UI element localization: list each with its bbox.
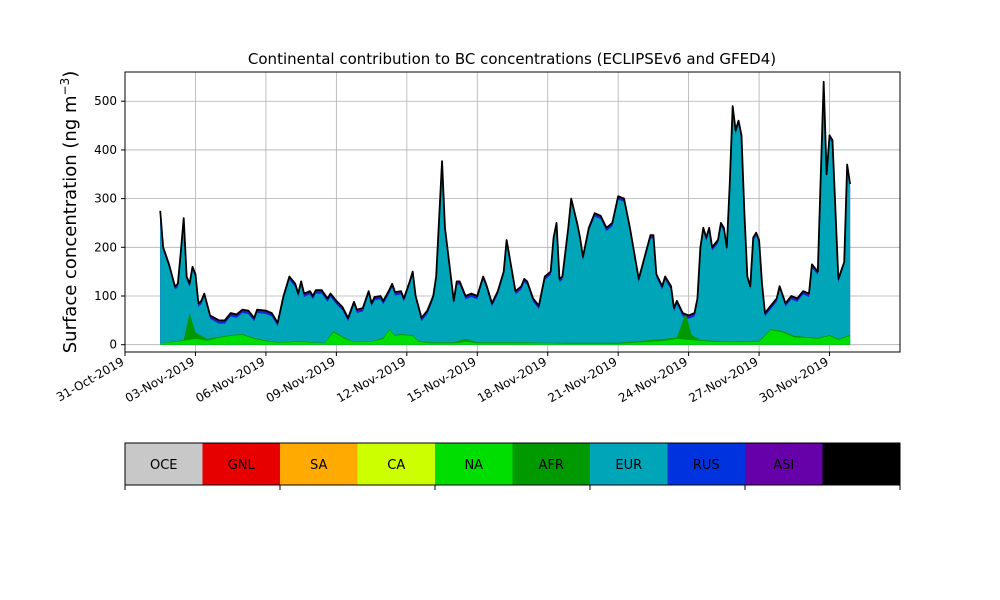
legend-swatch-oce bbox=[125, 443, 203, 485]
legend-label-asi: ASI bbox=[773, 458, 794, 473]
x-tick-label: 18-Nov-2019 bbox=[475, 354, 549, 405]
x-tick-label: 30-Nov-2019 bbox=[757, 354, 831, 405]
legend-label-ca: CA bbox=[387, 458, 405, 473]
y-axis-label-exponent: −3 bbox=[58, 78, 72, 96]
y-tick-label: 500 bbox=[94, 94, 117, 108]
legend-label-na: NA bbox=[464, 458, 483, 473]
x-tick-label: 31-Oct-2019 bbox=[54, 354, 126, 404]
x-tick-label: 15-Nov-2019 bbox=[405, 354, 479, 405]
y-axis-label-main: Surface concentration (ng m bbox=[60, 95, 81, 353]
x-axis-ticks: 31-Oct-201903-Nov-201906-Nov-201909-Nov-… bbox=[54, 352, 831, 405]
legend-frame bbox=[124, 442, 901, 486]
legend: OCE GNL SA CA NA AFR EUR RUS ASI AUS bbox=[124, 442, 901, 490]
legend-swatch-gnl bbox=[202, 443, 281, 485]
legend-swatch-sa bbox=[280, 443, 358, 485]
legend-swatch-asi bbox=[745, 443, 823, 485]
area-aus-line bbox=[159, 80, 851, 324]
legend-swatch-rus bbox=[667, 443, 746, 485]
stacked-areas bbox=[159, 80, 851, 345]
legend-label-rus: RUS bbox=[693, 458, 720, 473]
plot-frame bbox=[124, 71, 901, 353]
x-tick-label: 27-Nov-2019 bbox=[686, 354, 760, 405]
legend-label-sa: SA bbox=[310, 458, 327, 473]
area-eur bbox=[160, 85, 851, 345]
y-tick-label: 0 bbox=[109, 338, 117, 352]
y-tick-label: 300 bbox=[94, 192, 117, 206]
legend-label-oce: OCE bbox=[150, 458, 178, 473]
x-tick-label: 06-Nov-2019 bbox=[193, 354, 267, 405]
legend-label-eur: EUR bbox=[615, 458, 642, 473]
y-axis-label: Surface concentration (ng m−3) bbox=[58, 71, 81, 354]
legend-swatch-ca bbox=[357, 443, 436, 485]
y-tick-label: 100 bbox=[94, 289, 117, 303]
y-tick-label: 400 bbox=[94, 143, 117, 157]
y-axis-ticks: 0 100 200 300 400 500 bbox=[94, 94, 125, 352]
legend-swatch-afr bbox=[512, 443, 591, 485]
legend-swatch-aus bbox=[822, 443, 901, 485]
legend-label-aus: AUS bbox=[848, 458, 875, 473]
area-na bbox=[160, 330, 851, 345]
chart-title: Continental contribution to BC concentra… bbox=[248, 50, 776, 68]
y-tick-label: 200 bbox=[94, 240, 117, 254]
x-tick-label: 09-Nov-2019 bbox=[264, 354, 338, 405]
legend-label-gnl: GNL bbox=[228, 458, 256, 473]
x-tick-label: 24-Nov-2019 bbox=[616, 354, 690, 405]
x-tick-label: 21-Nov-2019 bbox=[545, 354, 619, 405]
x-tick-label: 03-Nov-2019 bbox=[123, 354, 197, 405]
legend-swatch-eur bbox=[590, 443, 668, 485]
legend-label-afr: AFR bbox=[539, 458, 564, 473]
legend-swatch-na bbox=[435, 443, 513, 485]
x-tick-label: 12-Nov-2019 bbox=[334, 354, 408, 405]
y-axis-label-close: ) bbox=[60, 71, 81, 78]
